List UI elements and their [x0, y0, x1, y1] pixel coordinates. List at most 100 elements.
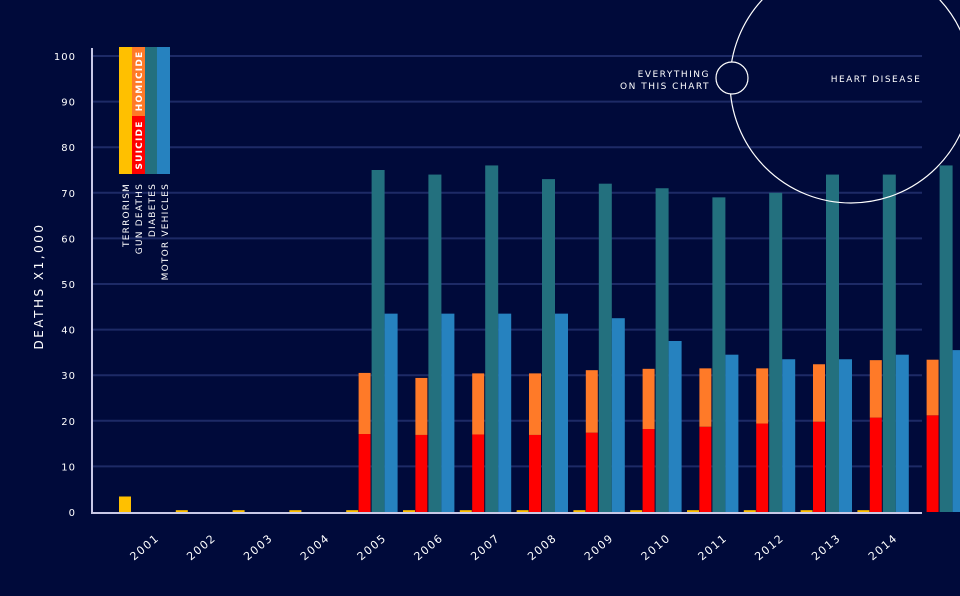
bar-homicide: [926, 359, 939, 416]
bar-homicide: [358, 372, 371, 435]
legend-label-gun-deaths: GUN DEATHS: [135, 183, 145, 254]
legend-label-terrorism: TERRORISM: [122, 183, 132, 248]
bar-terrorism: [857, 510, 870, 512]
x-tick-label: 2012: [752, 531, 786, 563]
legend-label-motor-vehicles: MOTOR VEHICLES: [161, 183, 171, 280]
annotation-everything-line1: EVERYTHING: [638, 70, 710, 80]
bar-motor-vehicles: [952, 350, 960, 512]
bar-terrorism: [403, 510, 415, 512]
legend-swatch-homicide: [132, 47, 145, 116]
bar-homicide: [585, 370, 598, 433]
x-tick-label: 2006: [412, 531, 446, 563]
bar-terrorism: [175, 510, 188, 512]
bars: [119, 165, 960, 513]
x-tick-label: 2011: [696, 531, 730, 563]
bar-suicide: [869, 417, 882, 512]
y-tick-label: 80: [61, 143, 76, 154]
bar-motor-vehicles: [441, 313, 455, 512]
bar-homicide: [869, 360, 882, 418]
bar-diabetes: [769, 192, 783, 513]
grid-lines: [93, 55, 922, 468]
y-axis-label: DEATHS X1,000: [32, 223, 46, 350]
legend-label-homicide: HOMICIDE: [135, 51, 145, 112]
bar-motor-vehicles: [725, 354, 739, 512]
y-tick-label: 30: [61, 371, 76, 382]
bar-terrorism: [232, 510, 245, 512]
bar-diabetes: [542, 179, 555, 512]
bar-diabetes: [485, 165, 499, 512]
annotation-heart-disease: HEART DISEASE: [831, 75, 922, 85]
x-tick-label: 2013: [809, 531, 843, 563]
legend-swatch-suicide: [132, 116, 145, 174]
bar-suicide: [585, 432, 598, 512]
bar-diabetes: [882, 174, 896, 512]
scale-annotation: EVERYTHING ON THIS CHART HEART DISEASE: [620, 0, 960, 204]
bar-motor-vehicles: [668, 341, 682, 512]
bar-suicide: [358, 434, 371, 512]
small-circle-everything: [715, 61, 749, 95]
x-tick-label: 2005: [355, 531, 389, 563]
annotation-everything-line2: ON THIS CHART: [620, 82, 710, 92]
bar-terrorism: [800, 510, 813, 512]
bar-diabetes: [371, 170, 385, 512]
bar-motor-vehicles: [782, 359, 796, 512]
bar-motor-vehicles: [384, 313, 398, 512]
bar-homicide: [472, 373, 485, 435]
bar-terrorism: [459, 510, 472, 512]
x-tick-label: 2007: [468, 531, 502, 563]
bar-terrorism: [119, 496, 131, 512]
bar-motor-vehicles: [895, 354, 909, 512]
bar-suicide: [642, 429, 655, 512]
y-tick-label: 70: [61, 189, 76, 200]
legend-label-diabetes: DIABETES: [148, 183, 158, 237]
bar-homicide: [642, 368, 655, 430]
bar-terrorism: [289, 510, 302, 512]
y-tick-label: 50: [61, 280, 76, 291]
bar-terrorism: [630, 510, 643, 512]
bar-suicide: [699, 426, 712, 512]
bar-terrorism: [516, 510, 529, 512]
bar-diabetes: [712, 197, 726, 513]
legend-swatch-diabetes: [145, 47, 157, 174]
bar-diabetes: [655, 188, 669, 513]
x-tick-label: 2003: [241, 531, 275, 563]
bar-suicide: [415, 434, 428, 512]
bar-diabetes: [428, 174, 442, 512]
y-tick-label: 0: [69, 508, 76, 519]
x-tick-label: 2014: [866, 531, 900, 563]
bar-homicide: [529, 373, 541, 435]
y-tick-labels: 0 10 20 30 40 50 60 70 80 90 100: [54, 52, 76, 519]
x-tick-label: 2002: [184, 531, 218, 563]
bar-suicide: [926, 415, 939, 512]
y-tick-label: 60: [61, 234, 76, 245]
bar-diabetes: [939, 165, 953, 512]
bar-terrorism: [573, 510, 586, 512]
bar-homicide: [699, 368, 712, 427]
x-tick-label: 2004: [298, 531, 332, 563]
bar-terrorism: [346, 510, 359, 512]
bar-diabetes: [826, 174, 839, 512]
legend-swatch-terrorism: [119, 47, 132, 174]
y-tick-label: 40: [61, 326, 76, 337]
x-tick-label: 2008: [525, 531, 559, 563]
y-tick-label: 100: [54, 52, 76, 63]
bar-suicide: [529, 434, 541, 512]
bar-motor-vehicles: [839, 359, 852, 512]
bar-homicide: [415, 377, 428, 435]
legend-swatch-motor-vehicles: [157, 47, 170, 174]
legend-label-suicide: SUICIDE: [135, 120, 145, 169]
x-tick-label: 2001: [128, 531, 162, 563]
bar-suicide: [813, 421, 825, 512]
bar-terrorism: [687, 510, 699, 512]
bar-motor-vehicles: [611, 318, 625, 512]
axes: [91, 48, 922, 514]
x-tick-label: 2009: [582, 531, 616, 563]
bar-suicide: [472, 434, 485, 512]
bar-homicide: [756, 368, 769, 424]
bar-motor-vehicles: [498, 313, 512, 512]
legend: SUICIDE HOMICIDE TERRORISM GUN DEATHS DI…: [119, 47, 171, 280]
y-tick-label: 90: [61, 98, 76, 109]
y-tick-label: 10: [61, 462, 76, 473]
bar-motor-vehicles: [555, 313, 568, 512]
